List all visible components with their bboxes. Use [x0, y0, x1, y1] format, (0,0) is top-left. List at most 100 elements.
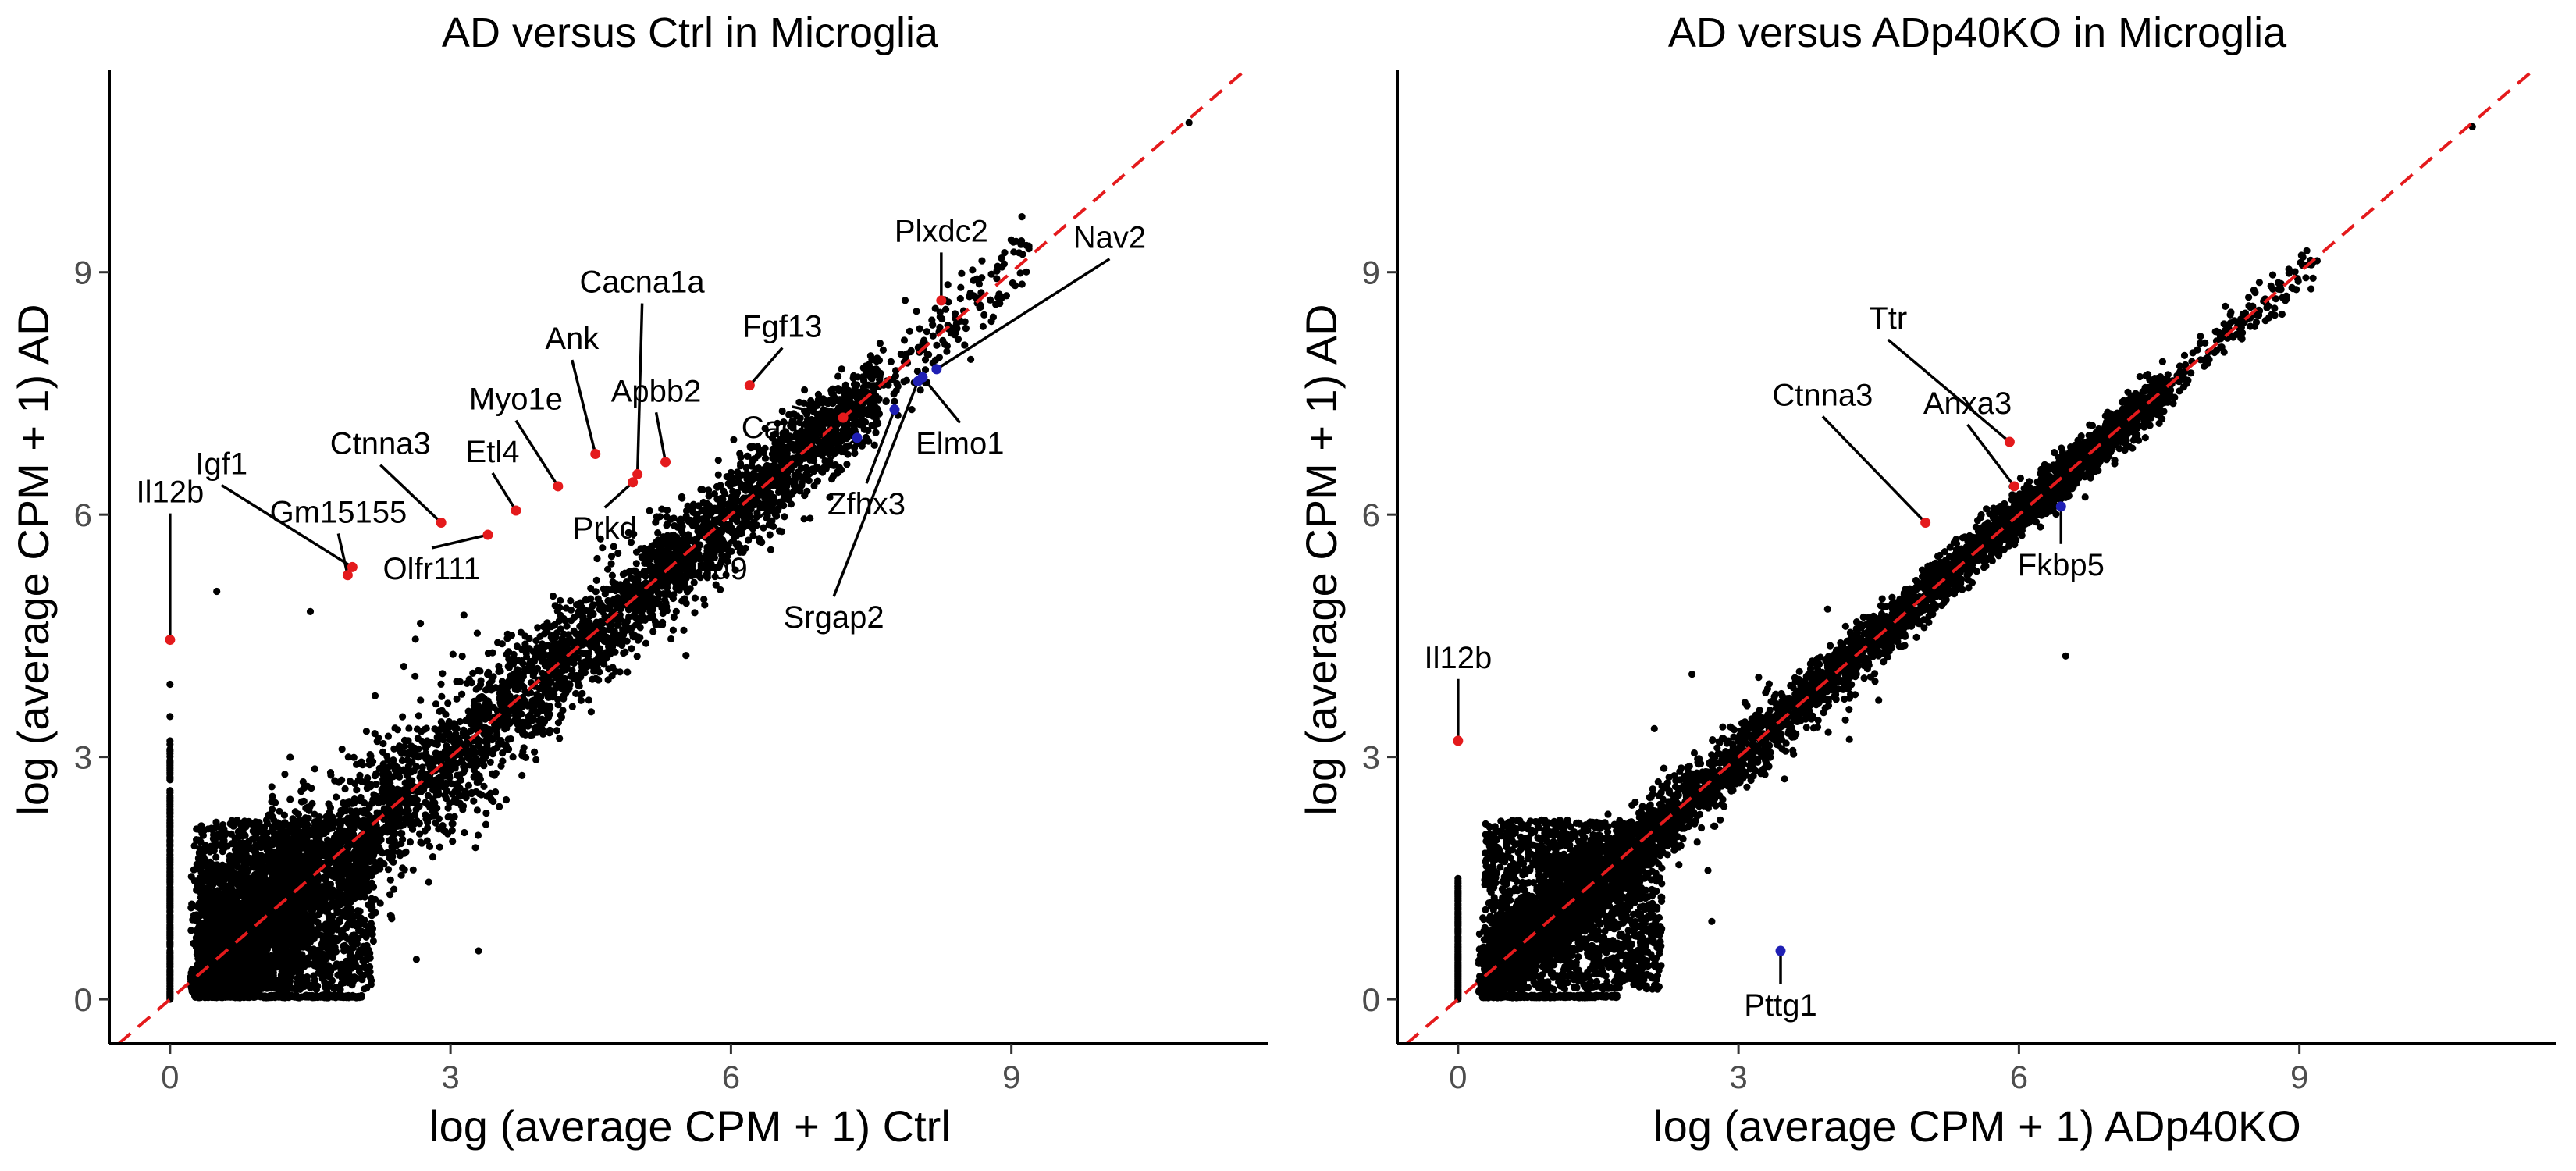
gene-fgf13: Fgf13 — [742, 310, 822, 391]
gene-plxdc2: Plxdc2 — [895, 214, 988, 306]
gene-label: Anxa3 — [1923, 386, 2012, 421]
label-leader-line — [491, 472, 518, 511]
gene-ctnna3: Ctnna3 — [1772, 378, 1931, 529]
gene-label: Apbb2 — [611, 374, 702, 408]
highlighted-point — [436, 518, 447, 529]
label-leader-line — [431, 533, 489, 550]
gene-il12b: Il12b — [1424, 641, 1492, 746]
gene-olfr111: Olfr111 — [383, 529, 493, 586]
gene-pttg1: Pttg1 — [1744, 945, 1817, 1023]
label-leader-line — [1887, 338, 2011, 443]
gene-myo1e: Myo1e — [469, 383, 564, 492]
axes — [1396, 70, 2556, 1045]
y-axis-label: log (average CPM + 1) AD — [9, 304, 58, 815]
gene-gm15155: Gm15155 — [270, 496, 407, 581]
gene-prkd: Prkd — [573, 477, 639, 546]
highlighted-point — [2055, 501, 2066, 512]
gene-label: Fgf13 — [742, 310, 822, 344]
highlighted-point — [744, 380, 755, 391]
highlighted-point — [852, 432, 863, 443]
highlighted-point — [660, 457, 671, 468]
gene-label: Cacna1a — [580, 265, 706, 300]
gene-anxa3: Anxa3 — [1923, 386, 2019, 492]
identity-line — [1405, 69, 2535, 1045]
gene-label: Gm15155 — [270, 496, 407, 530]
gene-label: Ank — [545, 322, 600, 356]
gene-apbb2: Apbb2 — [611, 374, 702, 468]
gene-nav2: Nav2 — [931, 221, 1146, 375]
highlighted-point — [889, 404, 900, 415]
label-leader-line — [720, 436, 859, 550]
label-leader-line — [603, 481, 634, 509]
highlighted-point — [838, 412, 849, 423]
x-axis-label: log (average CPM + 1) ADp40KO — [1653, 1102, 2301, 1151]
highlighted-point — [632, 468, 643, 479]
label-leader-line — [336, 533, 350, 576]
highlighted-point — [1920, 518, 1931, 529]
highlighted-point — [936, 295, 947, 306]
label-leader-line — [935, 258, 1111, 371]
chart-title: AD versus ADp40KO in Microglia — [1668, 9, 2287, 56]
gene-label: Il12b — [1424, 641, 1492, 675]
gene-etl4: Etl4 — [466, 435, 521, 516]
gene-label: Prkd — [573, 511, 637, 546]
gene-label: Cadm1 — [742, 411, 842, 445]
highlighted-point — [913, 376, 923, 386]
label-leader-line — [379, 464, 443, 524]
label-leader-line — [865, 409, 896, 484]
x-tick-label: 0 — [161, 1059, 179, 1095]
gene-label: Myo1e — [469, 383, 563, 417]
highlighted-genes: Ttr Ctnna3 Anxa3 Fkbp5 Il12b Pttg1 — [1424, 301, 2104, 1023]
axes — [108, 70, 1268, 1045]
label-leader-line — [832, 380, 920, 597]
x-tick-label: 6 — [722, 1059, 740, 1095]
x-tick-label: 6 — [2010, 1059, 2028, 1095]
gene-label: Srgap2 — [784, 600, 884, 635]
chart-title: AD versus Ctrl in Microglia — [442, 9, 939, 56]
gene-label: Etl4 — [466, 435, 520, 469]
highlighted-point — [553, 481, 564, 492]
gene-label: Nav2 — [1073, 221, 1146, 255]
highlighted-point — [1775, 945, 1786, 956]
y-tick-label: 0 — [74, 981, 92, 1018]
ticks: 0 3 6 9 0 3 6 9 — [74, 254, 1021, 1095]
y-tick-label: 9 — [1362, 254, 1380, 291]
highlighted-point — [482, 529, 493, 540]
label-leader-line — [220, 483, 354, 568]
gene-ttr: Ttr — [1869, 301, 2015, 447]
label-leader-line — [791, 405, 844, 419]
gene-label: nd9 — [696, 552, 748, 586]
highlighted-point — [2008, 481, 2019, 492]
highlighted-point — [342, 570, 353, 581]
gene-label: Elmo1 — [916, 427, 1004, 461]
gene-label: Pttg1 — [1744, 988, 1816, 1023]
gene-fkbp5: Fkbp5 — [2018, 501, 2105, 582]
gene-cacna1a: Cacna1a — [580, 265, 706, 479]
y-axis-label: log (average CPM + 1) AD — [1297, 304, 1346, 815]
gene-srgap2: Srgap2 — [784, 376, 923, 635]
highlighted-point — [511, 505, 521, 516]
gene-nd9: nd9 — [696, 432, 863, 586]
gene-igf1: Igf1 — [195, 447, 358, 572]
label-leader-line — [1966, 423, 2016, 488]
gene-cadm1: Cadm1 — [742, 405, 849, 445]
reference-line — [1405, 69, 2535, 1045]
x-tick-label: 9 — [1002, 1059, 1020, 1095]
y-tick-label: 3 — [74, 739, 92, 776]
ticks: 0 3 6 9 0 3 6 9 — [1362, 254, 2309, 1095]
x-tick-label: 0 — [1449, 1059, 1467, 1095]
gene-ctnna3: Ctnna3 — [330, 427, 447, 529]
highlighted-point — [2004, 436, 2015, 447]
label-leader-line — [635, 303, 644, 475]
label-leader-line — [571, 359, 597, 454]
gene-label: Il12b — [136, 475, 204, 510]
y-tick-label: 6 — [74, 497, 92, 533]
scatter-panel-ad-vs-ctrl: AD versus Ctrl in Microglia log (average… — [9, 9, 1268, 1151]
identity-line — [117, 69, 1247, 1045]
gene-label: Olfr111 — [383, 552, 481, 586]
highlighted-point — [1453, 735, 1464, 746]
highlighted-point — [931, 364, 942, 375]
reference-line — [117, 69, 1247, 1045]
gene-elmo1: Elmo1 — [916, 372, 1004, 461]
